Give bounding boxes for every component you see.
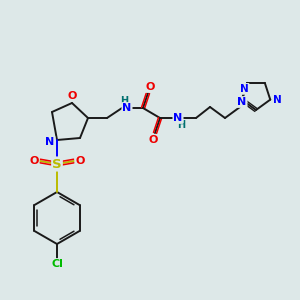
Text: O: O	[29, 156, 39, 166]
Text: O: O	[145, 82, 155, 92]
Text: N: N	[273, 94, 282, 105]
Text: H: H	[120, 96, 128, 106]
Text: O: O	[75, 156, 85, 166]
Text: Cl: Cl	[51, 259, 63, 269]
Text: O: O	[67, 91, 77, 101]
Text: N: N	[240, 84, 249, 94]
Text: N: N	[45, 137, 55, 147]
Text: N: N	[122, 103, 132, 113]
Text: N: N	[237, 97, 247, 107]
Text: N: N	[173, 113, 183, 123]
Text: S: S	[52, 158, 62, 170]
Text: O: O	[148, 135, 158, 145]
Text: H: H	[177, 120, 185, 130]
